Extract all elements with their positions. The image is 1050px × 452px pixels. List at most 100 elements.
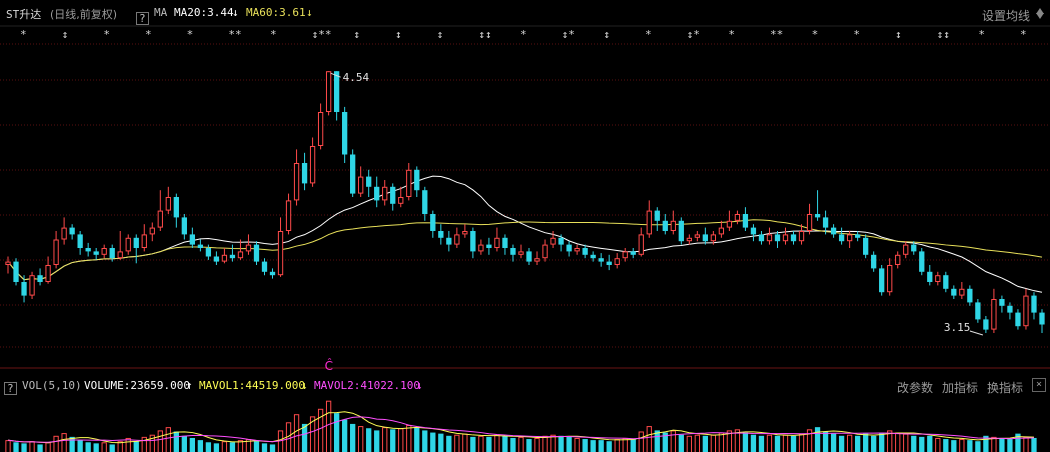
event-marker: * — [645, 28, 652, 41]
event-marker: ** — [770, 28, 783, 41]
candle-body — [526, 251, 532, 262]
volume-bar — [197, 440, 204, 452]
volume-bar — [358, 426, 364, 452]
volume-bar — [350, 423, 356, 452]
candle-body — [221, 254, 228, 262]
volume-bar — [879, 432, 885, 452]
candle-body — [903, 244, 909, 255]
ma20-line — [7, 175, 1043, 293]
volume-bar — [406, 425, 412, 452]
candle-body — [871, 254, 877, 269]
candle-body — [61, 227, 67, 240]
add-indicator-button[interactable]: 加指标 — [942, 381, 979, 395]
min-price-label: 3.15 — [944, 321, 971, 334]
candle-body — [293, 163, 300, 201]
candle-body — [975, 302, 981, 320]
event-marker: * — [145, 28, 152, 41]
vol-indicator-label[interactable]: VOL(5,10) — [22, 379, 82, 392]
volume-bar — [814, 427, 821, 452]
event-marker: ↕ — [62, 28, 69, 41]
candle-body — [718, 227, 725, 235]
scroll-up-icon[interactable] — [1036, 8, 1044, 14]
event-marker: ↕ — [353, 28, 360, 41]
volume-bar — [165, 427, 171, 452]
candle-body — [887, 265, 893, 293]
candle-body — [45, 265, 51, 282]
candle-body — [911, 244, 917, 252]
volume-bar — [598, 440, 604, 452]
ma20-value: MA20:3.44 — [174, 6, 234, 19]
candle-body — [157, 210, 163, 228]
settings-ma-link[interactable]: 设置均线 — [981, 9, 1030, 23]
volume-bar — [21, 443, 27, 452]
volume-bar — [742, 432, 749, 452]
candle-body — [999, 299, 1005, 306]
volume-bar — [606, 441, 612, 452]
volume-bar — [117, 441, 123, 452]
candle-body — [1007, 305, 1013, 313]
volume-bar — [895, 432, 901, 452]
candle-body — [342, 112, 348, 155]
ma-indicator-label[interactable]: MA — [154, 6, 168, 19]
candle-body — [454, 234, 460, 245]
volume-bar — [85, 442, 91, 452]
candle-body — [197, 244, 204, 248]
candle-body — [542, 244, 548, 259]
volume-bar — [213, 443, 220, 452]
candle-body — [782, 234, 789, 242]
candle-body — [678, 220, 684, 242]
volume-bar — [863, 433, 869, 452]
candle-body — [502, 237, 508, 248]
candle-body — [895, 254, 901, 266]
volume-bar — [221, 441, 228, 452]
volume-bar — [566, 436, 572, 452]
candle-body — [694, 234, 700, 238]
candle-body — [69, 227, 75, 235]
candle-body — [726, 220, 733, 228]
candle-body — [1023, 295, 1029, 327]
candle-body — [710, 234, 717, 242]
event-marker: ↕* — [687, 28, 700, 41]
candle-body — [614, 258, 620, 266]
volume-bar — [446, 435, 452, 452]
volume-bar — [422, 430, 428, 452]
mavol2-value: MAVOL2:41022.100 — [314, 379, 420, 392]
stock-name[interactable]: ST升达 — [6, 8, 42, 21]
volume-bar — [766, 434, 773, 452]
candle-body — [518, 251, 524, 255]
close-volume-panel-icon[interactable]: × — [1032, 378, 1046, 392]
volume-bar — [454, 434, 460, 452]
candle-body — [662, 220, 668, 231]
volume-bar — [518, 436, 524, 452]
candle-body — [822, 217, 829, 228]
candle-body — [630, 251, 636, 255]
candle-body — [863, 237, 869, 255]
scroll-down-icon[interactable] — [1036, 13, 1044, 19]
candle-body — [165, 197, 171, 211]
volume-bar — [846, 434, 853, 452]
volume-bar — [646, 426, 652, 452]
min-price-pointer — [969, 330, 984, 336]
volume-bar — [502, 435, 508, 452]
switch-indicator-button[interactable]: 换指标 — [987, 381, 1024, 395]
volume-bar — [854, 435, 861, 452]
candle-body — [205, 248, 212, 257]
event-marker: * — [187, 28, 194, 41]
candle-body — [398, 197, 404, 204]
max-price-label: 4.54 — [343, 71, 370, 84]
volume-bar — [333, 413, 340, 452]
volume-bar — [293, 414, 300, 452]
edit-params-button[interactable]: 改参数 — [897, 381, 934, 395]
volume-bar — [1031, 437, 1037, 452]
volume-bar — [798, 433, 805, 452]
volume-bar — [1007, 439, 1013, 452]
candle-body — [117, 251, 123, 259]
volume-bar — [710, 434, 717, 452]
event-marker: * — [728, 28, 735, 41]
candle-body — [309, 146, 316, 184]
candle-body — [141, 234, 147, 248]
volume-bar — [830, 433, 837, 452]
volume-bar — [93, 443, 99, 452]
candle-body — [534, 258, 540, 262]
